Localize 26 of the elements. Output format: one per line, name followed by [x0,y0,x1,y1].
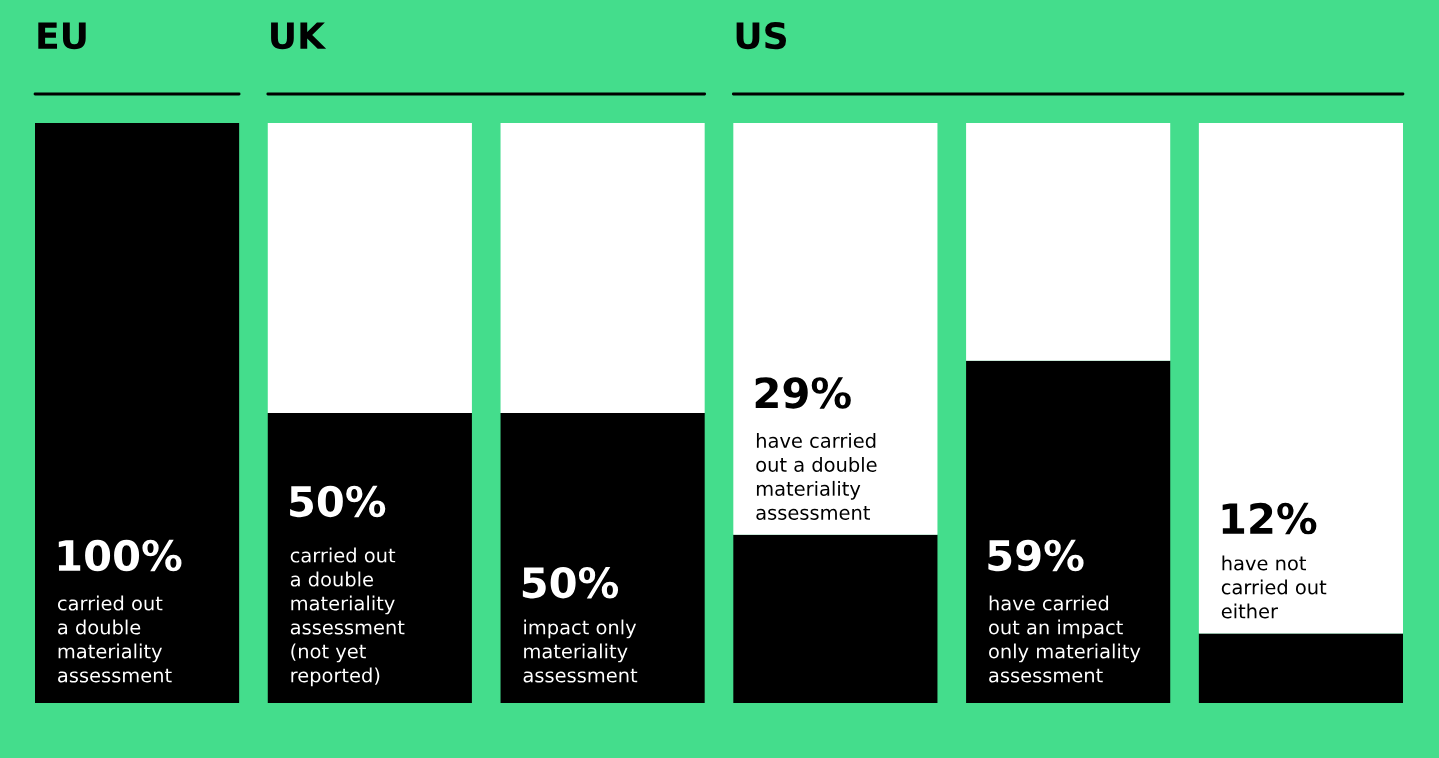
x-tick-label: US [736,22,786,50]
annotation: carried out a double materiality assessment (not yet reported) [290,547,405,687]
annotation: have carried out an impact only materiality assessment [989,595,1141,683]
bar [500,123,705,413]
bar [1198,123,1403,634]
bar [500,413,705,703]
data-label: 59% [988,539,1084,572]
data-label: 50% [290,485,386,518]
bar [733,123,938,535]
bar [733,534,938,703]
bar [267,413,472,703]
data-label: 29% [755,377,851,409]
annotation: carried out a double materiality assessment [57,595,172,683]
annotation: impact only materiality assessment [523,619,638,683]
data-label: 50% [522,566,619,599]
bar [966,360,1171,703]
data-label: 100% [58,539,182,572]
bar [267,123,472,413]
bar [966,123,1171,361]
bar [35,123,240,703]
annotation: have not carried out either [1221,555,1327,619]
x-tick-label: EU [38,22,86,50]
bar [1198,633,1403,703]
x-tick-label: UK [271,22,327,50]
annotation: have carried out a double materiality assessment [756,432,877,520]
data-label: 12% [1222,502,1317,535]
